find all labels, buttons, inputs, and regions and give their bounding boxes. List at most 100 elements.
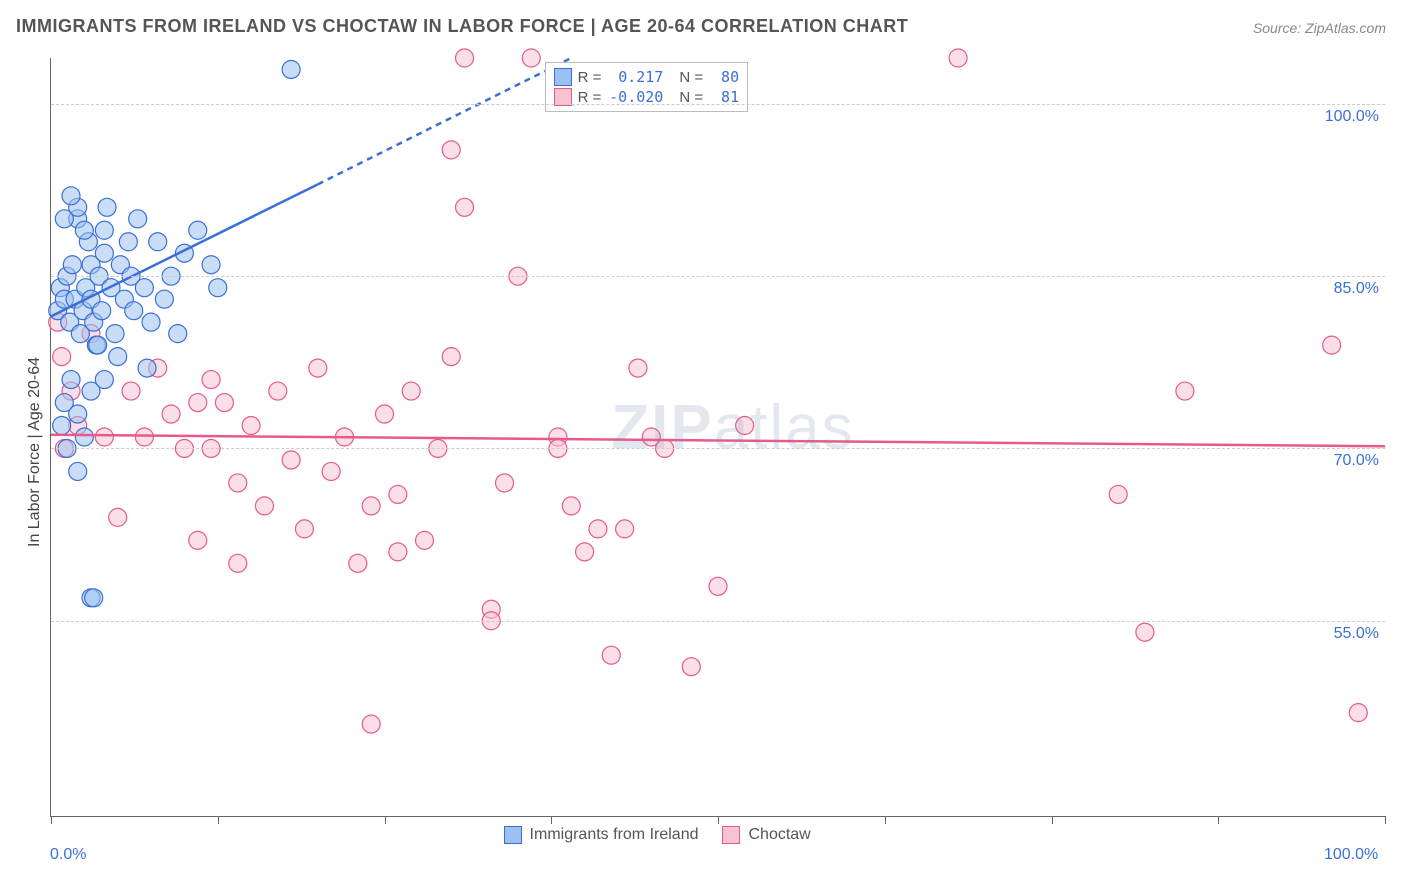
blue-point [75,428,93,446]
pink-point [269,382,287,400]
pink-point [456,49,474,67]
pink-point [602,646,620,664]
plot-svg [51,58,1385,816]
legend-n-label: N = [679,69,703,86]
x-tick [1385,816,1386,824]
pink-point [362,715,380,733]
blue-point [95,221,113,239]
x-tick [551,816,552,824]
pink-point [95,428,113,446]
source-attribution: Source: ZipAtlas.com [1253,20,1386,36]
legend-r-label: R = [578,89,602,106]
pink-point [1176,382,1194,400]
x-tick-label: 100.0% [1324,846,1378,864]
blue-point [142,313,160,331]
pink-point [402,382,420,400]
pink-point [242,417,260,435]
pink-point [122,382,140,400]
pink-point [135,428,153,446]
blue-point [282,60,300,78]
x-tick [1052,816,1053,824]
x-tick [51,816,52,824]
legend-r-label: R = [578,69,602,86]
y-tick-label: 55.0% [1315,625,1379,643]
pink-point [255,497,273,515]
legend-row: R = 0.217 N = 80 [554,67,740,87]
pink-point [53,348,71,366]
x-tick [718,816,719,824]
blue-point [98,198,116,216]
gridline-h [51,621,1385,622]
pink-point [189,394,207,412]
series-legend: Immigrants from Ireland Choctaw [504,826,811,844]
x-tick [385,816,386,824]
blue-point [62,187,80,205]
y-tick-label: 100.0% [1315,108,1379,126]
pink-point [202,371,220,389]
legend-item: Immigrants from Ireland [504,826,699,844]
blue-point [149,233,167,251]
pink-point [629,359,647,377]
y-tick-label: 85.0% [1315,280,1379,298]
pink-point [709,577,727,595]
blue-point [85,589,103,607]
pink-point [229,474,247,492]
legend-n-label: N = [679,89,703,106]
blue-point [202,256,220,274]
blue-point [95,244,113,262]
pink-point [1136,623,1154,641]
x-tick [218,816,219,824]
blue-point [69,405,87,423]
blue-point [53,417,71,435]
blue-point [189,221,207,239]
x-tick [885,816,886,824]
pink-point [1109,485,1127,503]
pink-point [949,49,967,67]
gridline-h [51,104,1385,105]
blue-point [129,210,147,228]
x-tick-label: 0.0% [50,846,86,864]
pink-point [389,485,407,503]
blue-point [106,325,124,343]
legend-n-value: 80 [709,68,739,86]
pink-point [1349,704,1367,722]
chart-container: IMMIGRANTS FROM IRELAND VS CHOCTAW IN LA… [0,0,1406,892]
pink-point [682,658,700,676]
blue-point [209,279,227,297]
blue-point [75,221,93,239]
pink-point [215,394,233,412]
pink-point [189,531,207,549]
blue-point [119,233,137,251]
pink-point [616,520,634,538]
legend-label: Choctaw [748,826,810,844]
pink-point [229,554,247,572]
pink-point [1323,336,1341,354]
blue-point [93,302,111,320]
legend-r-value: 0.217 [607,68,663,86]
blue-point [69,462,87,480]
blue-point [55,210,73,228]
pink-point [416,531,434,549]
blue-point [138,359,156,377]
gridline-h [51,276,1385,277]
blue-point [135,279,153,297]
pink-point [589,520,607,538]
chart-title: IMMIGRANTS FROM IRELAND VS CHOCTAW IN LA… [16,16,908,37]
pink-point [496,474,514,492]
x-tick [1218,816,1219,824]
pink-point [322,462,340,480]
pink-point [736,417,754,435]
blue-point [109,348,127,366]
pink-point [362,497,380,515]
pink-regression-line [51,435,1385,446]
pink-point [562,497,580,515]
blue-point [95,371,113,389]
pink-point [389,543,407,561]
pink-point [442,141,460,159]
blue-regression-dashed [318,58,571,184]
pink-point [442,348,460,366]
blue-point [169,325,187,343]
pink-point [349,554,367,572]
blue-point [63,256,81,274]
legend-swatch [504,826,522,844]
